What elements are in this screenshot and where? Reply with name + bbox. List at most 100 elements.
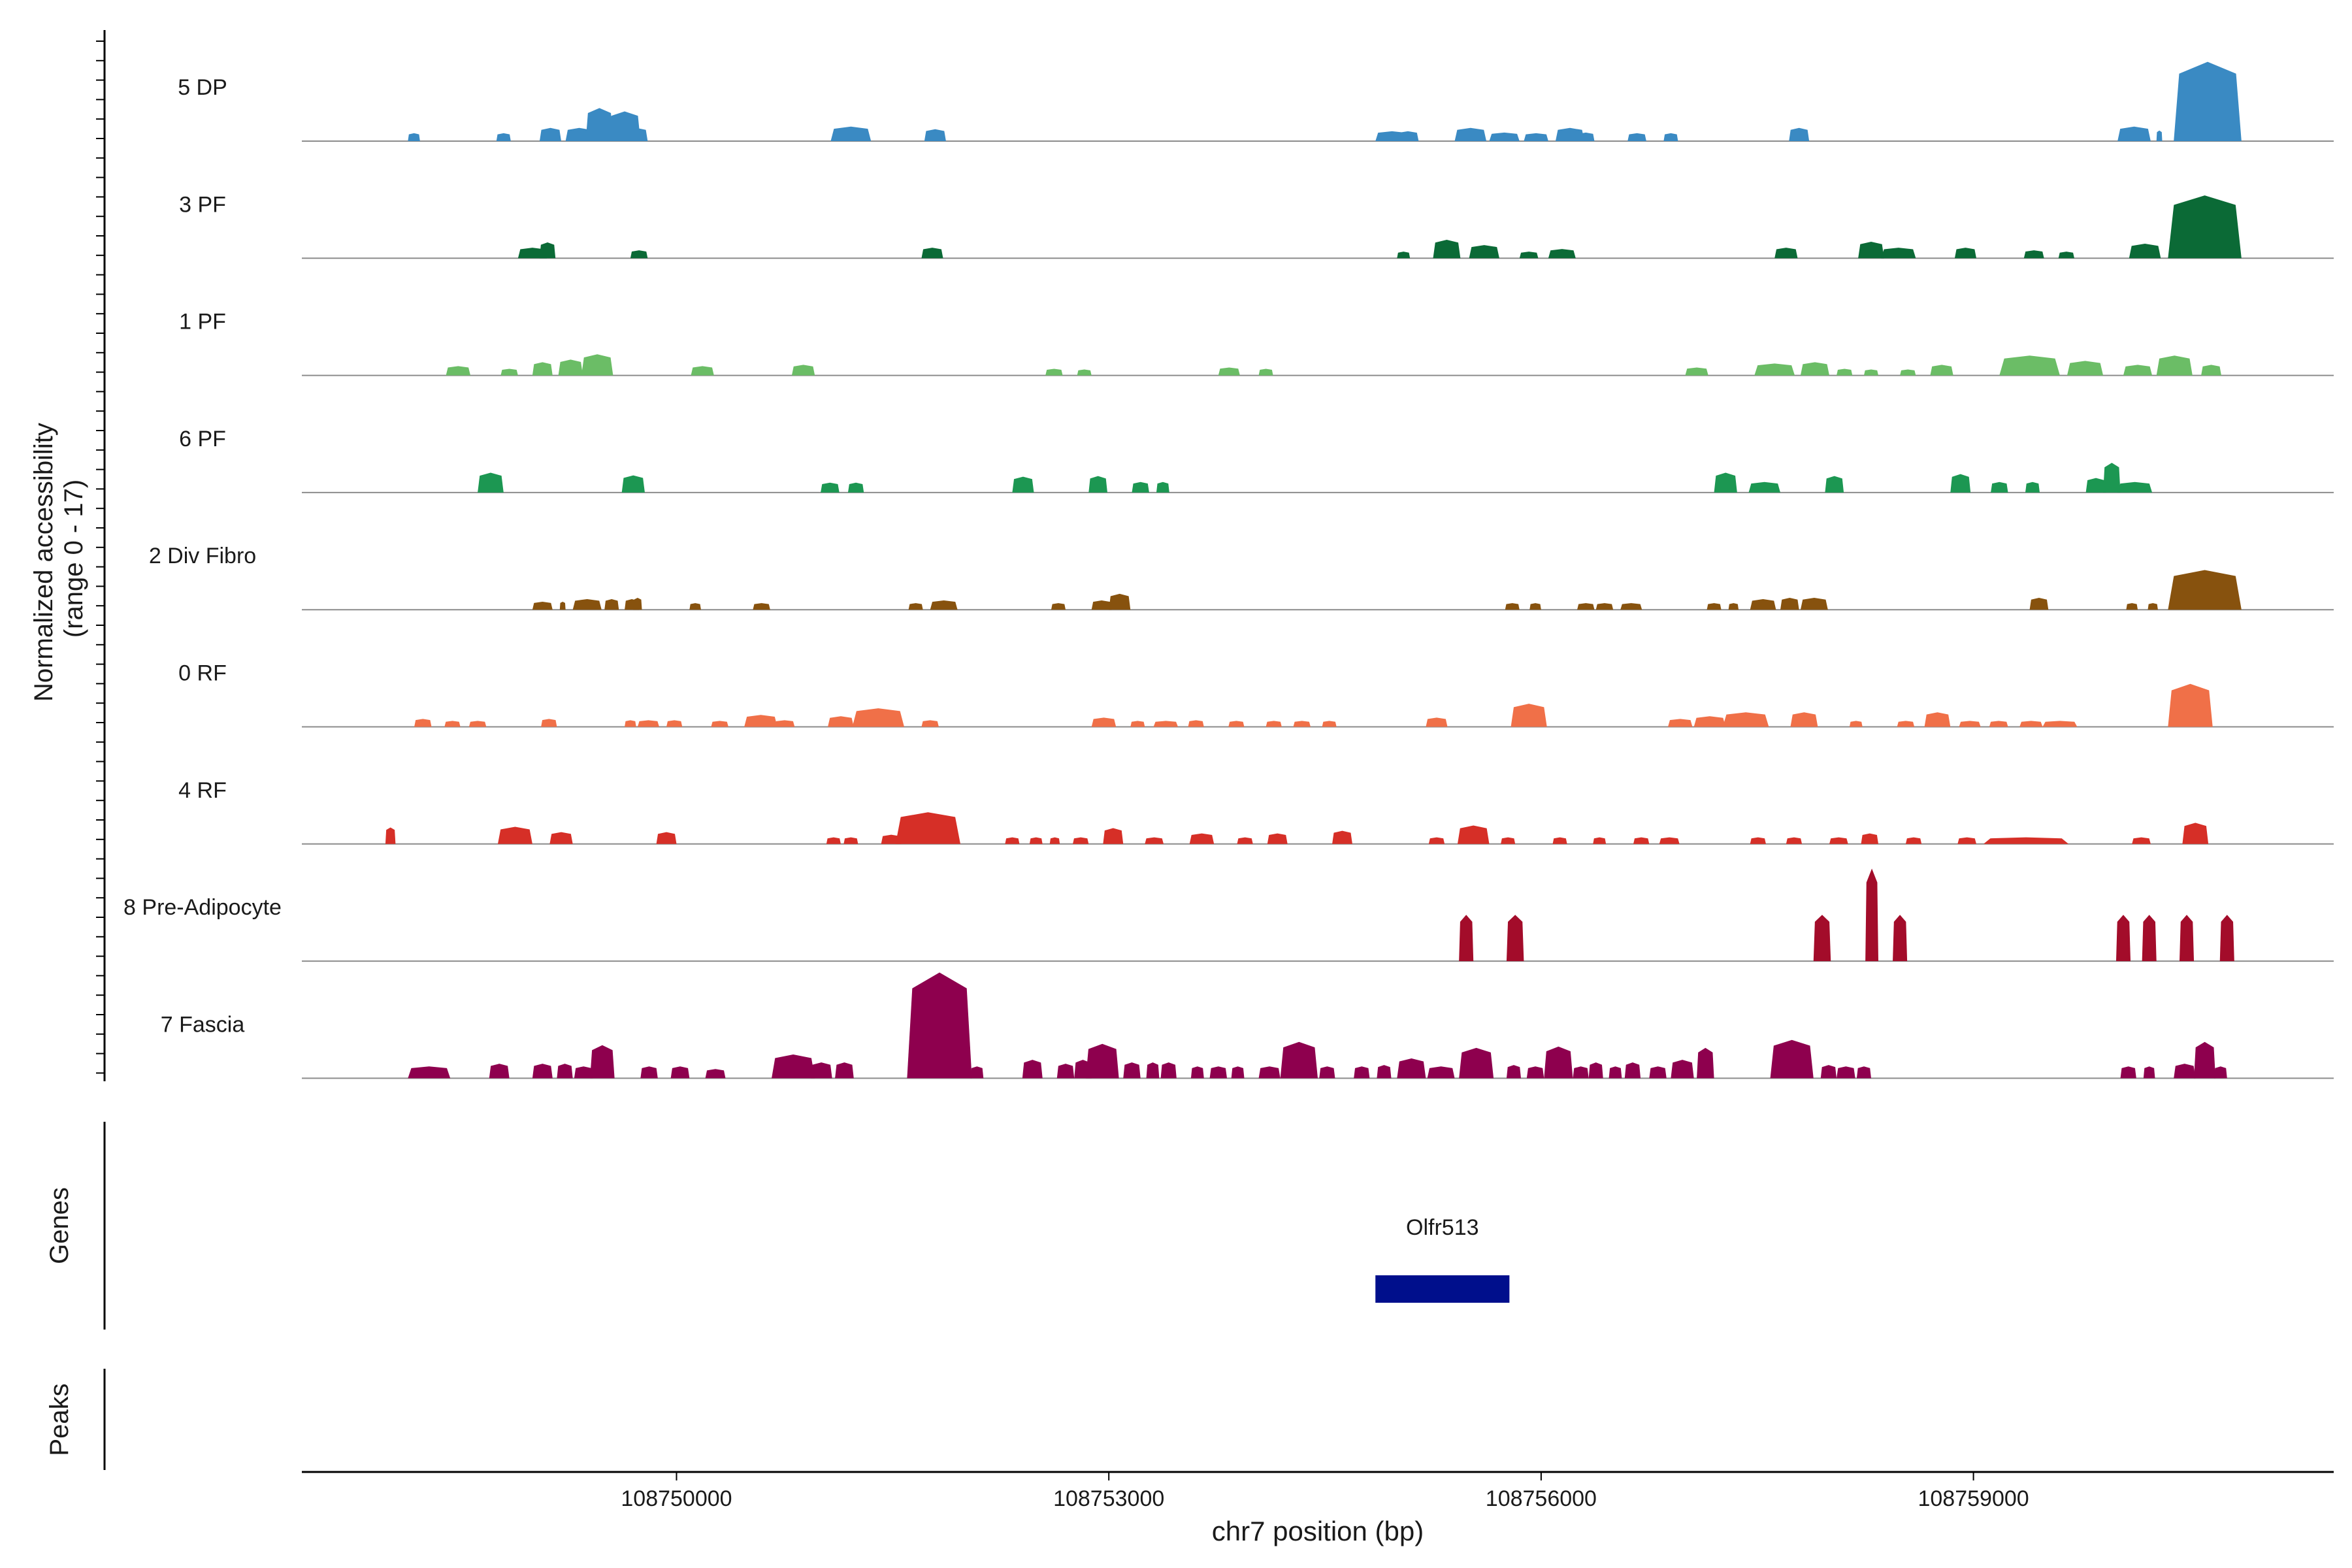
coverage-peak: [1789, 127, 1810, 141]
track-label: 1 PF: [179, 310, 226, 335]
coverage-peak: [1012, 476, 1034, 493]
coverage-peak: [753, 603, 770, 610]
coverage-peak: [1663, 133, 1678, 141]
coverage-peak: [2058, 252, 2074, 259]
x-axis-tick-label: 108759000: [1918, 1486, 2029, 1511]
track-4-rf: 4 RF: [178, 778, 2334, 845]
coverage-peak: [1088, 476, 1107, 493]
coverage-peak: [1957, 837, 1976, 844]
coverage-peak: [625, 127, 648, 141]
coverage-peak: [1529, 603, 1541, 610]
coverage-peak: [2142, 915, 2157, 962]
x-axis-tick-label: 108753000: [1053, 1486, 1164, 1511]
coverage-peak: [1624, 1062, 1641, 1079]
coverage-peak: [574, 1066, 593, 1079]
track-label: 5 DP: [178, 75, 227, 100]
coverage-peak: [500, 368, 518, 376]
coverage-peak: [1397, 252, 1411, 259]
coverage-peak: [1005, 837, 1020, 844]
track-label: 6 PF: [179, 427, 226, 451]
coverage-peak: [1905, 837, 1922, 844]
coverage-peak: [1924, 712, 1951, 727]
coverage-peak: [1489, 132, 1520, 141]
coverage-peak: [921, 248, 943, 259]
coverage-peak: [1800, 597, 1828, 610]
coverage-peak: [656, 832, 677, 844]
coverage-peak: [1620, 603, 1642, 610]
coverage-peak: [2029, 597, 2049, 610]
coverage-peak: [1280, 1041, 1318, 1079]
coverage-peak: [930, 600, 958, 610]
coverage-peak: [1091, 717, 1117, 727]
coverage-peak: [1577, 132, 1595, 141]
coverage-peak: [1293, 721, 1311, 727]
coverage-peak: [895, 812, 960, 844]
coverage-peak: [843, 837, 858, 844]
coverage-peak: [532, 602, 553, 610]
coverage-peak: [625, 720, 636, 727]
coverage-peak: [1322, 721, 1337, 727]
coverage-peak: [1266, 721, 1282, 727]
coverage-peak: [2156, 355, 2193, 376]
coverage-peak: [1858, 242, 1884, 259]
track-7-fascia: 7 Fascia: [161, 972, 2334, 1079]
coverage-peak: [1770, 1039, 1814, 1079]
coverage-peak: [1209, 1066, 1228, 1079]
coverage-peak: [604, 599, 619, 610]
genes-axis-title: Genes: [45, 1187, 74, 1264]
coverage-peak: [2168, 683, 2213, 727]
coverage-peak: [2219, 915, 2234, 962]
coverage-peak: [1856, 1066, 1871, 1079]
coverage-peak: [666, 720, 683, 727]
coverage-peak: [1627, 133, 1646, 141]
coverage-peak: [385, 827, 396, 844]
coverage-peak: [1073, 837, 1089, 844]
coverage-peak: [446, 366, 471, 376]
coverage-peak: [1459, 915, 1474, 962]
coverage-peak: [1633, 837, 1650, 844]
coverage-peak: [1667, 719, 1693, 727]
coverage-peak: [1548, 249, 1576, 259]
coverage-peak: [791, 365, 815, 376]
coverage-peak: [1022, 1060, 1043, 1079]
coverage-peak: [2117, 482, 2153, 493]
coverage-peak: [1649, 1066, 1667, 1079]
coverage-peak: [1258, 1066, 1281, 1079]
coverage-peak: [1506, 915, 1524, 962]
track-label: 3 PF: [179, 192, 226, 217]
coverage-peak: [2115, 915, 2131, 962]
coverage-peak: [2123, 365, 2153, 376]
coverage-peak: [581, 354, 613, 376]
coverage-peak: [1228, 721, 1245, 727]
coverage-peak: [1544, 1046, 1573, 1079]
coverage-peak: [847, 482, 864, 493]
x-axis-ticks: 108750000 108753000 108756000 108759000: [621, 1472, 2029, 1511]
coverage-peak: [1577, 603, 1595, 610]
coverage-peak: [1989, 721, 2008, 727]
coverage-peak: [828, 716, 854, 727]
coverage-peak: [468, 721, 487, 727]
coverage-peak: [2168, 195, 2242, 259]
coverage-peak: [2042, 721, 2078, 727]
coverage-peak: [689, 603, 701, 610]
coverage-peak: [1132, 482, 1149, 493]
coverage-peak: [1153, 721, 1179, 727]
coverage-peak: [1991, 482, 2008, 493]
coverage-peak: [744, 715, 777, 727]
coverage-peak: [1754, 363, 1795, 376]
coverage-peak: [2156, 130, 2163, 141]
track-label: 0 RF: [178, 661, 227, 686]
coverage-peak: [1433, 239, 1461, 259]
coverage-peak: [1103, 828, 1124, 844]
coverage-peak: [559, 602, 566, 610]
coverage-peak: [1609, 1066, 1622, 1079]
coverage-peak: [539, 242, 556, 259]
coverage-peak: [496, 133, 511, 141]
x-axis-tick-label: 108750000: [621, 1486, 732, 1511]
coverage-peak: [1354, 1066, 1370, 1079]
coverage-peak: [1258, 368, 1273, 376]
y-axis-title-line-1: Normalized accessibility: [29, 423, 58, 702]
track-label: 4 RF: [178, 778, 227, 803]
coverage-peak: [1659, 837, 1680, 844]
coverage-peak: [1511, 704, 1547, 727]
